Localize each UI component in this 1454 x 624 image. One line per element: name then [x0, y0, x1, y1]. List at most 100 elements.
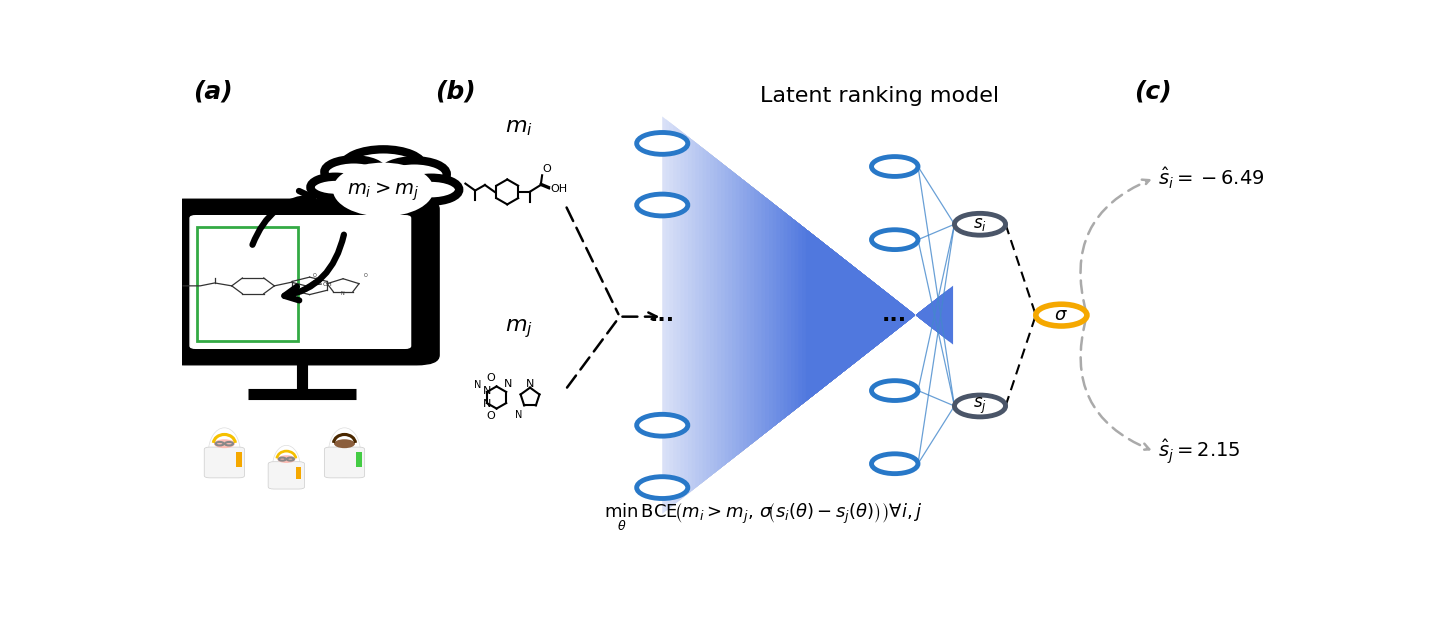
Circle shape: [871, 381, 917, 401]
Circle shape: [324, 159, 384, 185]
Text: (a): (a): [193, 80, 233, 104]
Polygon shape: [803, 226, 949, 404]
Polygon shape: [710, 154, 858, 476]
Polygon shape: [717, 160, 865, 470]
Bar: [198, 227, 298, 341]
Text: O: O: [314, 277, 320, 282]
FancyBboxPatch shape: [324, 447, 365, 478]
Polygon shape: [750, 186, 899, 444]
Polygon shape: [776, 206, 923, 424]
Text: O: O: [487, 411, 496, 421]
Ellipse shape: [272, 446, 300, 488]
Circle shape: [310, 177, 361, 198]
Text: $\boldsymbol{m_i}$: $\boldsymbol{m_i}$: [505, 118, 532, 138]
Circle shape: [954, 395, 1006, 417]
Circle shape: [871, 454, 917, 474]
Ellipse shape: [208, 428, 240, 477]
Polygon shape: [758, 192, 906, 439]
Text: O: O: [364, 273, 368, 278]
Polygon shape: [702, 149, 851, 482]
Circle shape: [278, 456, 295, 463]
Circle shape: [214, 439, 236, 448]
Polygon shape: [699, 145, 846, 485]
Text: N: N: [474, 380, 481, 390]
Polygon shape: [673, 125, 820, 505]
Text: (c): (c): [1134, 80, 1172, 104]
Bar: [356, 452, 362, 467]
FancyBboxPatch shape: [190, 216, 410, 348]
Polygon shape: [678, 128, 824, 502]
Polygon shape: [772, 203, 920, 427]
Polygon shape: [740, 177, 887, 453]
Circle shape: [403, 178, 459, 202]
Text: $s_j$: $s_j$: [973, 396, 987, 416]
Text: N: N: [483, 386, 491, 396]
Circle shape: [871, 230, 917, 250]
Polygon shape: [692, 140, 839, 490]
Text: $\hat{s}_j = 2.15$: $\hat{s}_j = 2.15$: [1159, 437, 1240, 466]
Polygon shape: [728, 168, 875, 462]
Circle shape: [637, 132, 688, 154]
Text: $\underset{\theta}{\min}\,\mathrm{BCE}\!\left(m_i > m_j,\,\sigma\!\left(s_i(\the: $\underset{\theta}{\min}\,\mathrm{BCE}\!…: [603, 500, 922, 533]
Polygon shape: [791, 218, 938, 412]
Text: O: O: [313, 273, 316, 278]
Text: N: N: [340, 291, 345, 296]
Circle shape: [637, 194, 688, 216]
Ellipse shape: [333, 163, 433, 217]
Text: ...: ...: [650, 305, 675, 325]
Text: $\boldsymbol{m_j}$: $\boldsymbol{m_j}$: [505, 317, 532, 339]
Text: O: O: [487, 373, 496, 383]
FancyBboxPatch shape: [268, 462, 304, 489]
Text: ...: ...: [883, 305, 907, 325]
Text: N: N: [515, 410, 522, 420]
Text: N: N: [526, 379, 534, 389]
Ellipse shape: [329, 428, 361, 477]
Text: OH: OH: [323, 281, 333, 286]
Text: (b): (b): [435, 80, 475, 104]
Polygon shape: [733, 172, 880, 459]
Circle shape: [343, 176, 423, 211]
Bar: [236, 452, 241, 467]
Polygon shape: [736, 174, 883, 456]
Polygon shape: [788, 215, 935, 416]
Text: O: O: [542, 164, 551, 174]
Polygon shape: [795, 220, 942, 410]
FancyBboxPatch shape: [161, 199, 439, 365]
Polygon shape: [743, 180, 890, 451]
Polygon shape: [685, 134, 832, 497]
Circle shape: [334, 439, 355, 448]
Polygon shape: [762, 195, 909, 436]
Polygon shape: [680, 131, 827, 499]
Circle shape: [637, 477, 688, 499]
Polygon shape: [726, 165, 872, 465]
Polygon shape: [755, 188, 901, 442]
Text: N: N: [483, 399, 491, 409]
Text: N: N: [503, 379, 512, 389]
Text: $s_i$: $s_i$: [973, 215, 987, 233]
Polygon shape: [714, 157, 861, 474]
Polygon shape: [784, 212, 931, 419]
Text: $\sigma$: $\sigma$: [1054, 306, 1069, 324]
Polygon shape: [662, 117, 810, 514]
Text: Latent ranking model: Latent ranking model: [759, 85, 999, 105]
Text: N: N: [302, 288, 307, 293]
Polygon shape: [707, 151, 853, 479]
Bar: [297, 467, 301, 479]
Circle shape: [871, 157, 917, 177]
Polygon shape: [670, 122, 817, 508]
Polygon shape: [688, 137, 835, 494]
Polygon shape: [695, 142, 843, 488]
Circle shape: [1035, 305, 1088, 326]
Polygon shape: [666, 119, 813, 511]
Text: $\hat{s}_i = -6.49$: $\hat{s}_i = -6.49$: [1159, 165, 1265, 191]
Polygon shape: [779, 209, 928, 421]
FancyBboxPatch shape: [204, 447, 244, 478]
Text: $m_i > m_j$: $m_i > m_j$: [348, 181, 419, 203]
Circle shape: [637, 414, 688, 436]
Circle shape: [343, 149, 423, 183]
Polygon shape: [798, 223, 945, 407]
Polygon shape: [747, 183, 894, 447]
Polygon shape: [721, 163, 868, 467]
Circle shape: [382, 160, 446, 188]
Text: OH: OH: [551, 184, 567, 194]
